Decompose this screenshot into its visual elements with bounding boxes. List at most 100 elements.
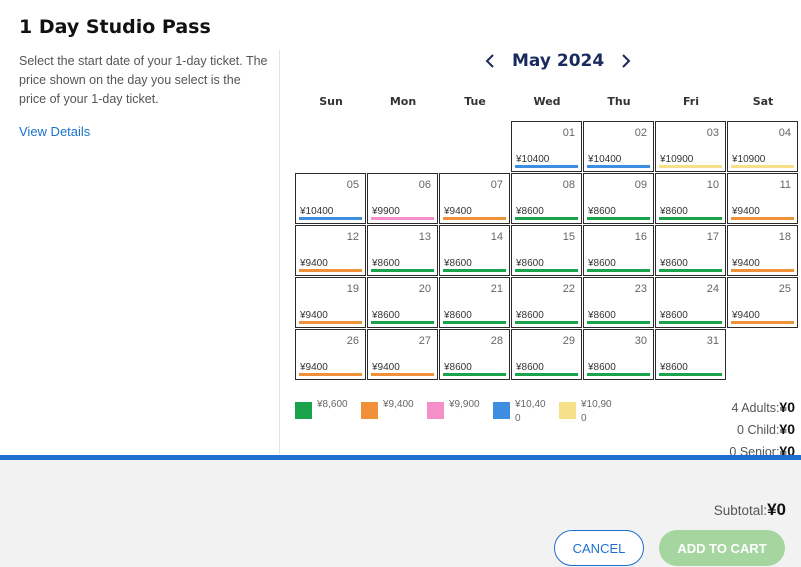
month-navigation: May 2024 [480,48,636,74]
day-price: ¥9400 [300,310,328,321]
calendar-day-19[interactable]: 19 ¥9400 [295,277,366,328]
day-price: ¥9400 [300,258,328,269]
day-number: 04 [778,127,791,139]
calendar-day-25[interactable]: 25 ¥9400 [727,277,798,328]
day-number: 22 [562,283,575,295]
price-tier-bar [371,321,434,324]
price-tier-bar [587,165,650,168]
day-number: 03 [706,127,719,139]
footer-divider [0,455,801,460]
calendar-day-03[interactable]: 03 ¥10900 [655,121,726,172]
day-price: ¥10400 [516,154,550,165]
cancel-button[interactable]: CANCEL [554,530,644,566]
calendar-day-12[interactable]: 12 ¥9400 [295,225,366,276]
child-value: ¥0 [779,421,795,437]
calendar-day-22[interactable]: 22 ¥8600 [511,277,582,328]
day-number: 25 [778,283,791,295]
calendar-day-28[interactable]: 28 ¥8600 [439,329,510,380]
day-number: 07 [490,179,503,191]
calendar-day-10[interactable]: 10 ¥8600 [655,173,726,224]
legend-label: ¥9,400 [383,399,414,410]
calendar-day-11[interactable]: 11 ¥9400 [727,173,798,224]
calendar-day-07[interactable]: 07 ¥9400 [439,173,510,224]
prev-month-button[interactable] [480,48,500,74]
day-price: ¥9400 [732,258,760,269]
subtotal-label: Subtotal: [713,503,768,518]
calendar-day-13[interactable]: 13 ¥8600 [367,225,438,276]
day-price: ¥8600 [444,310,472,321]
price-tier-bar [299,321,362,324]
day-price: ¥8600 [444,362,472,373]
price-tier-bar [659,269,722,272]
weekday-fri: Fri [682,95,699,108]
price-tier-bar [731,321,794,324]
chevron-right-icon [622,54,631,68]
calendar-day-17[interactable]: 17 ¥8600 [655,225,726,276]
day-price: ¥8600 [588,362,616,373]
day-price: ¥10900 [732,154,766,165]
weekday-sat: Sat [752,95,774,108]
calendar-day-23[interactable]: 23 ¥8600 [583,277,654,328]
calendar-day-30[interactable]: 30 ¥8600 [583,329,654,380]
price-tier-bar [587,269,650,272]
price-tier-bar [371,217,434,220]
subtotal-value: ¥0 [767,500,786,519]
day-number: 20 [418,283,431,295]
calendar-day-06[interactable]: 06 ¥9900 [367,173,438,224]
legend-swatch [427,402,444,419]
calendar-day-21[interactable]: 21 ¥8600 [439,277,510,328]
day-price: ¥8600 [516,362,544,373]
calendar-day-29[interactable]: 29 ¥8600 [511,329,582,380]
price-tier-bar [587,373,650,376]
pass-description: Select the start date of your 1-day tick… [19,54,268,106]
price-tier-bar [443,269,506,272]
day-number: 29 [562,335,575,347]
day-number: 15 [562,231,575,243]
price-tier-bar [515,373,578,376]
price-tier-bar [659,321,722,324]
chevron-left-icon [485,54,494,68]
price-tier-bar [515,269,578,272]
calendar-day-02[interactable]: 02 ¥10400 [583,121,654,172]
calendar-day-18[interactable]: 18 ¥9400 [727,225,798,276]
price-tier-bar [515,321,578,324]
day-number: 17 [706,231,719,243]
calendar-day-05[interactable]: 05 ¥10400 [295,173,366,224]
calendar-day-27[interactable]: 27 ¥9400 [367,329,438,380]
add-to-cart-button[interactable]: ADD TO CART [659,530,785,566]
day-price: ¥10900 [660,154,694,165]
day-price: ¥8600 [660,206,688,217]
calendar-day-16[interactable]: 16 ¥8600 [583,225,654,276]
day-price: ¥9400 [732,206,760,217]
calendar-day-01[interactable]: 01 ¥10400 [511,121,582,172]
next-month-button[interactable] [616,48,636,74]
day-price: ¥9400 [300,362,328,373]
calendar-day-26[interactable]: 26 ¥9400 [295,329,366,380]
legend-swatch [493,402,510,419]
price-tier-bar [659,165,722,168]
calendar-day-09[interactable]: 09 ¥8600 [583,173,654,224]
price-tier-bar [659,373,722,376]
day-number: 09 [634,179,647,191]
legend-label: ¥8,600 [317,399,348,410]
price-tier-bar [443,373,506,376]
day-price: ¥8600 [660,310,688,321]
day-price: ¥9400 [732,310,760,321]
legend-label: ¥9,900 [449,399,480,410]
legend-swatch [295,402,312,419]
calendar-day-08[interactable]: 08 ¥8600 [511,173,582,224]
day-number: 08 [562,179,575,191]
day-price: ¥8600 [372,258,400,269]
calendar-day-31[interactable]: 31 ¥8600 [655,329,726,380]
day-number: 28 [490,335,503,347]
calendar-day-24[interactable]: 24 ¥8600 [655,277,726,328]
subtotal: Subtotal:¥0 [714,500,786,520]
day-number: 31 [706,335,719,347]
calendar-day-04[interactable]: 04 ¥10900 [727,121,798,172]
day-number: 30 [634,335,647,347]
calendar-day-14[interactable]: 14 ¥8600 [439,225,510,276]
view-details-link[interactable]: View Details [19,124,91,139]
calendar-day-15[interactable]: 15 ¥8600 [511,225,582,276]
calendar-day-20[interactable]: 20 ¥8600 [367,277,438,328]
month-label: May 2024 [512,51,605,71]
